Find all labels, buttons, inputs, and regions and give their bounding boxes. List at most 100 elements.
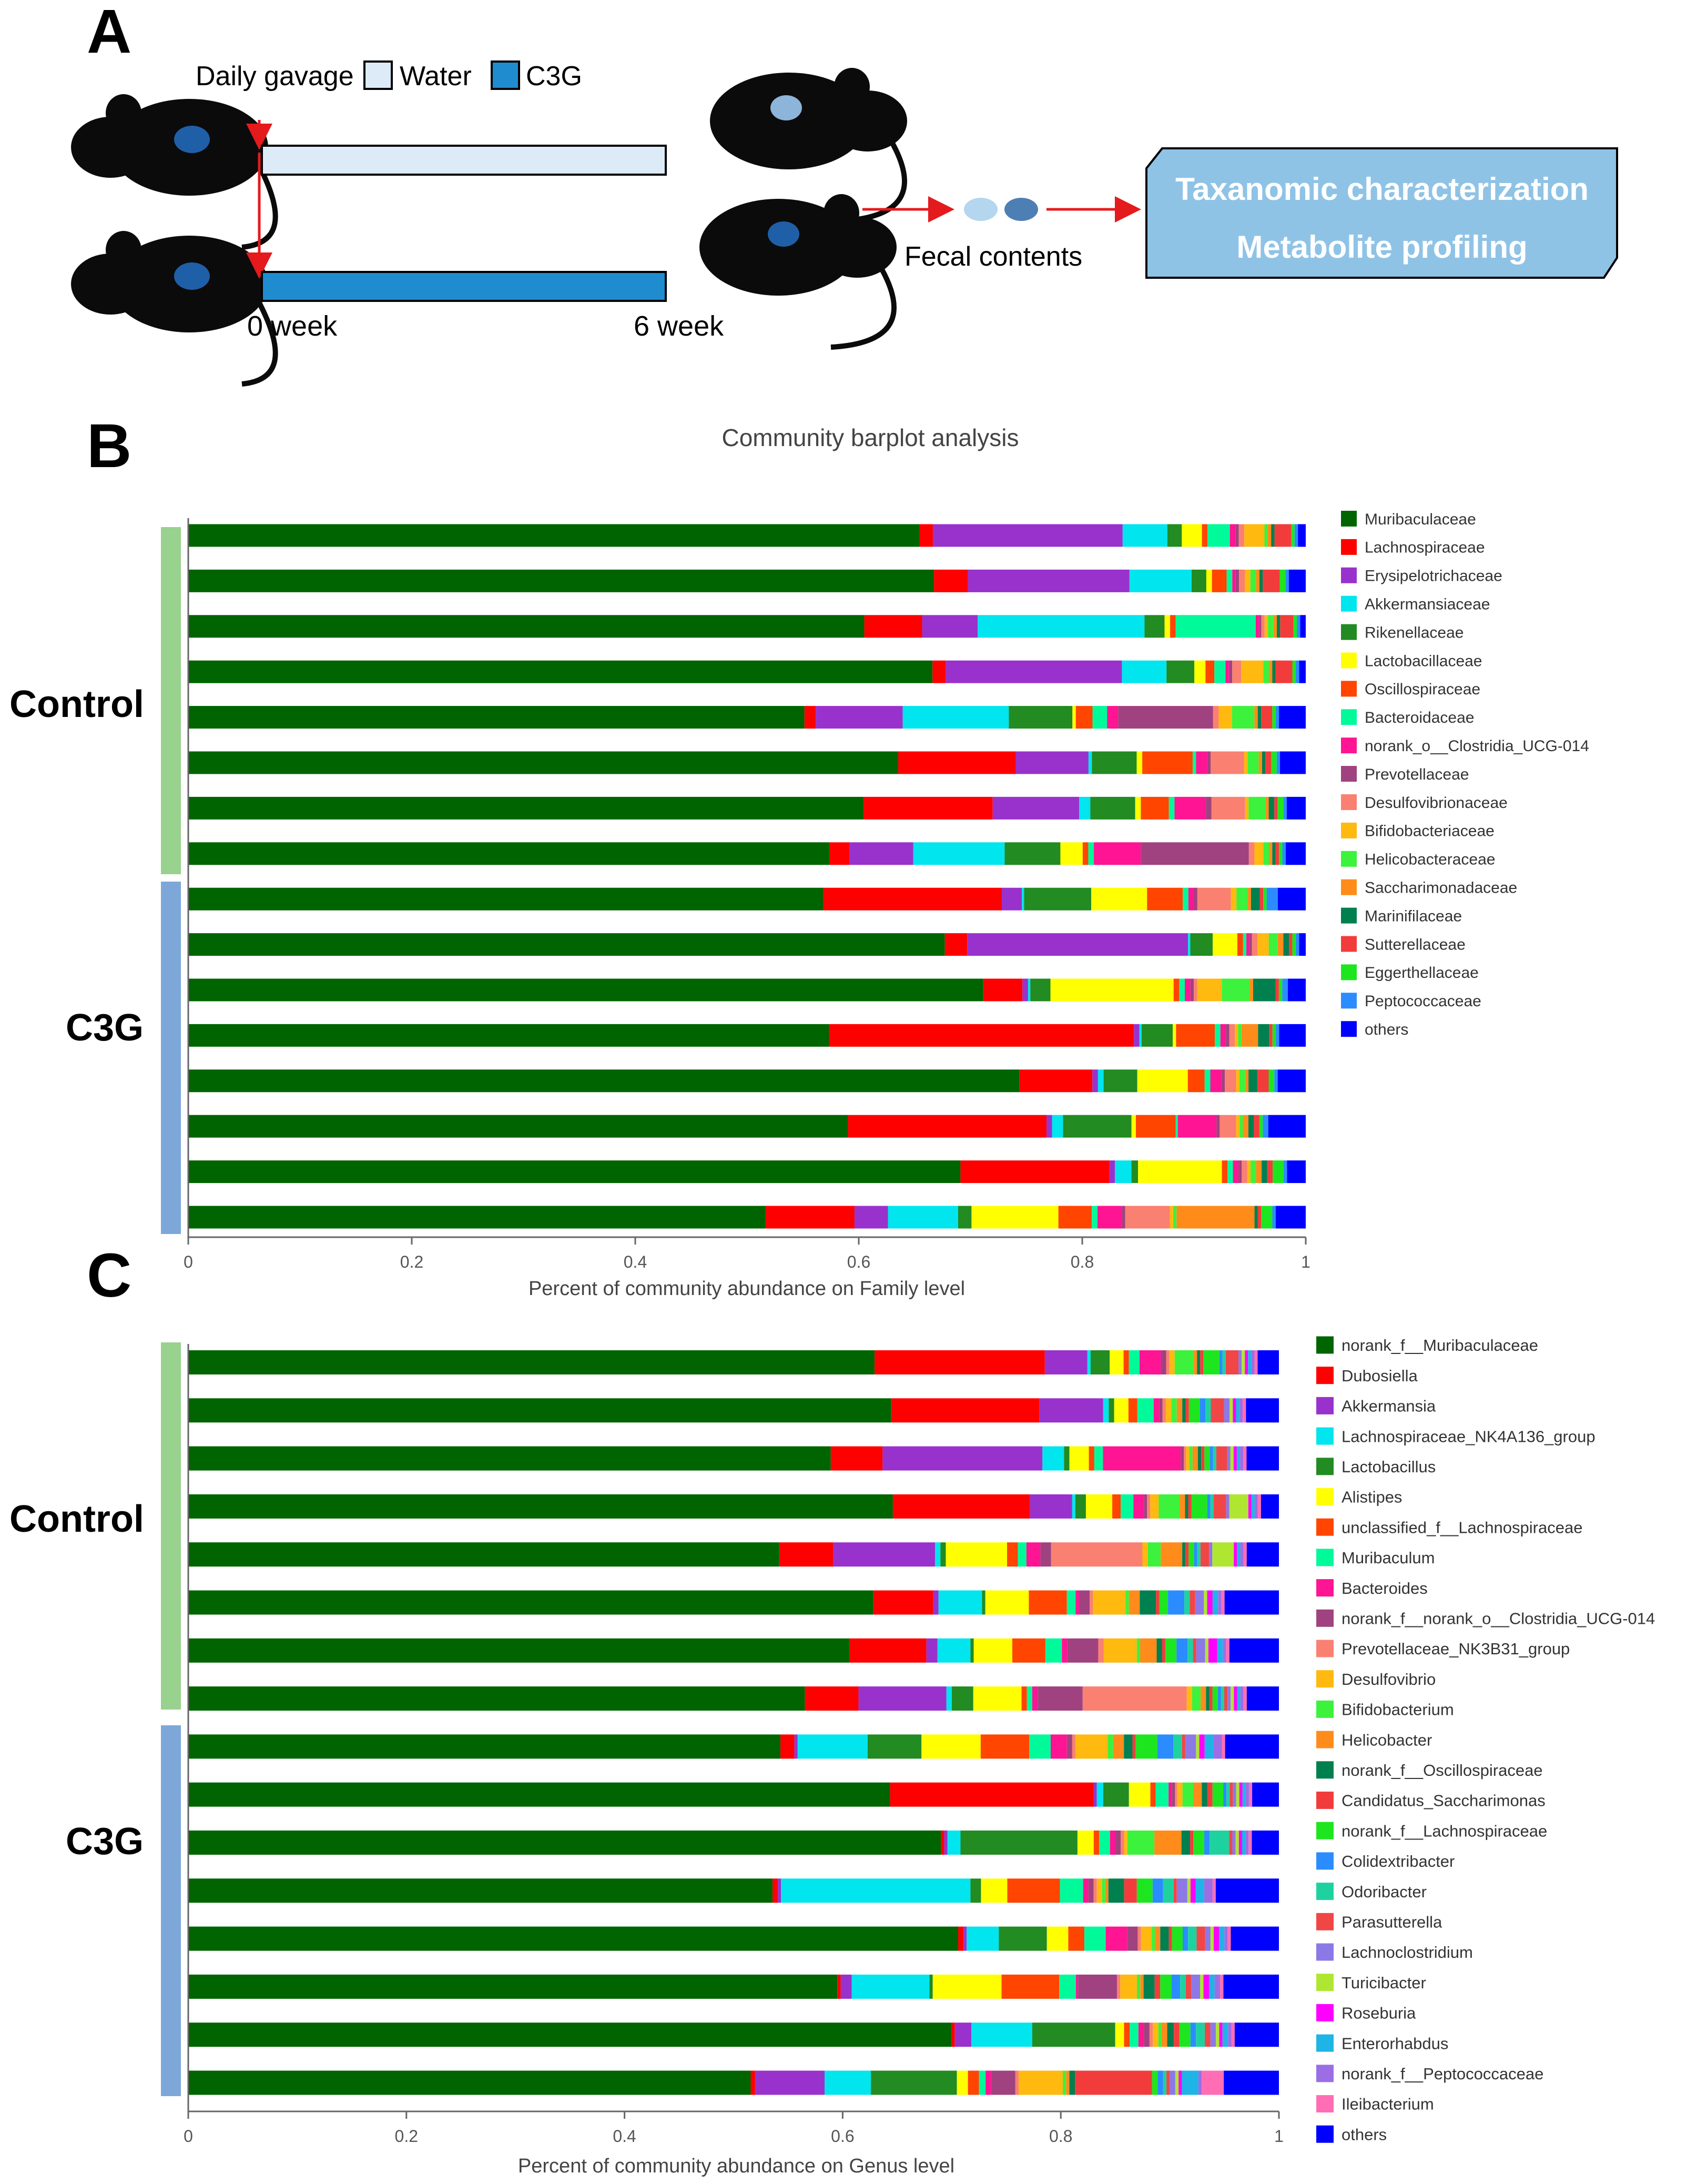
bar-segment-Enterorhabdus-sample-1 <box>1248 1350 1252 1374</box>
bar-segment-Oscillospiraceae-sample-15 <box>1222 1160 1228 1184</box>
legend-swatch <box>1316 1670 1334 1688</box>
bar-segment-Bacteroidaceae-sample-11 <box>1179 978 1185 1002</box>
legend-label: others <box>1365 1021 1408 1038</box>
bar-segment-Desulfovibrionaceae-sample-15 <box>1242 1160 1247 1184</box>
bar-segment-Bacteroides-sample-4 <box>1133 1494 1144 1519</box>
water-label: Water <box>400 61 472 92</box>
bar-segment-Bacteroidaceae-sample-2 <box>1226 569 1233 592</box>
bar-segment-unclassified_f__Lachnospiraceae-sample-16 <box>968 2070 979 2095</box>
bar-segment-Lachnoclostridium-sample-14 <box>1191 1974 1201 1999</box>
bar-segment-Parasutterella-sample-15 <box>1205 2023 1211 2047</box>
bar-segment-Helicobacteraceae-sample-4 <box>1263 660 1269 683</box>
bar-segment-Lactobacillaceae-sample-13 <box>1137 1069 1188 1093</box>
bar-segment-Saccharimonadaceae-sample-12 <box>1241 1024 1258 1047</box>
bar-segment-Muribaculum-sample-8 <box>1027 1686 1032 1711</box>
bar-segment-Alistipes-sample-2 <box>1114 1398 1129 1423</box>
bar-segment-Helicobacteraceae-sample-13 <box>1239 1069 1245 1093</box>
bar-segment-Bifidobacteriaceae-sample-12 <box>1235 1024 1238 1047</box>
bar-segment-Enterorhabdus-sample-5 <box>1237 1542 1241 1567</box>
legend-swatch <box>1316 1883 1334 1900</box>
bar-segment-norank_f__norank_o__Clostridia_UCG-014-sample-4 <box>1144 1494 1147 1519</box>
bar-segment-Candidatus_Saccharimonas-sample-12 <box>1124 1878 1137 1903</box>
bar-segment-Parasutterella-sample-12 <box>1173 1878 1177 1903</box>
bar-segment-others-sample-14 <box>1268 1115 1306 1138</box>
bar-segment-unclassified_f__Lachnospiraceae-sample-6 <box>1029 1590 1067 1615</box>
legend-label: Bacteroides <box>1342 1579 1428 1597</box>
bar-segment-others-sample-9 <box>1277 887 1306 911</box>
bar-segment-Helicobacteraceae-sample-2 <box>1250 569 1256 592</box>
bar-segment-norank_f__Muribaculaceae-sample-8 <box>188 1686 805 1711</box>
panel-b: B Community barplot analysis Control C3G… <box>9 411 1589 1300</box>
legend-label: Akkermansia <box>1342 1397 1436 1415</box>
bar-segment-Ileibacterium-sample-8 <box>1243 1686 1247 1711</box>
bar-segment-Dubosiella-sample-10 <box>890 1782 1094 1807</box>
bar-segment-norank_f__Lachnospiraceae-sample-14 <box>1160 1974 1172 1999</box>
bar-segment-Lachnoclostridium-sample-4 <box>1226 1494 1229 1519</box>
bar-segment-Prevotellaceae_NK3B31_group-sample-13 <box>1137 1926 1141 1951</box>
bar-segment-Candidatus_Saccharimonas-sample-1 <box>1200 1350 1204 1374</box>
bar-segment-Sutterellaceae-sample-15 <box>1267 1160 1273 1184</box>
bar-segment-Muribaculaceae-sample-9 <box>188 887 823 911</box>
bar-segment-norank_f__Peptococcaceae-sample-12 <box>1204 1878 1213 1903</box>
bar-segment-Sutterellaceae-sample-5 <box>1261 706 1273 729</box>
legend-swatch <box>1316 2004 1334 2021</box>
box-line-1: Taxanomic characterization <box>1175 171 1589 207</box>
bar-segment-Bacteroides-sample-6 <box>1075 1590 1079 1615</box>
bar-segment-Prevotellaceae-sample-10 <box>1249 933 1252 956</box>
bar-segment-Ileibacterium-sample-3 <box>1243 1446 1247 1471</box>
bar-segment-Erysipelotrichaceae-sample-16 <box>854 1206 888 1229</box>
bar-segment-Saccharimonadaceae-sample-6 <box>1258 751 1262 774</box>
bar-segment-Sutterellaceae-sample-6 <box>1265 751 1271 774</box>
bar-segment-Erysipelotrichaceae-sample-15 <box>1109 1160 1115 1184</box>
bar-segment-Lachnospiraceae_NK4A136_group-sample-14 <box>851 1974 930 1999</box>
bar-segment-Prevotellaceae-sample-2 <box>1235 569 1239 592</box>
bar-segment-Marinifilaceae-sample-4 <box>1272 660 1276 683</box>
bar-segment-Akkermansia-sample-10 <box>1093 1782 1097 1807</box>
bar-segment-Prevotellaceae_NK3B31_group-sample-4 <box>1147 1494 1151 1519</box>
bar-segment-others-sample-12 <box>1279 1024 1306 1047</box>
bar-segment-Helicobacteraceae-sample-12 <box>1238 1024 1242 1047</box>
bar-segment-Muribaculum-sample-6 <box>1066 1590 1076 1615</box>
bar-segment-Akkermansia-sample-15 <box>954 2023 972 2047</box>
bar-segment-Muribaculaceae-sample-7 <box>188 796 864 820</box>
bar-segment-Prevotellaceae-sample-15 <box>1238 1160 1242 1184</box>
bar-segment-Bacteroides-sample-13 <box>1105 1926 1127 1951</box>
legend-label: Desulfovibrionaceae <box>1365 794 1508 812</box>
bar-segment-norank_f__Peptococcaceae-sample-10 <box>1245 1782 1249 1807</box>
bar-segment-Lactobacillaceae-sample-8 <box>1060 842 1083 865</box>
bar-segment-Erysipelotrichaceae-sample-2 <box>968 569 1130 592</box>
legend-swatch <box>1316 1367 1334 1384</box>
legend-label: Lactobacillus <box>1342 1458 1436 1476</box>
bar-segment-norank_f__norank_o__Clostridia_UCG-014-sample-8 <box>1038 1686 1083 1711</box>
bar-segment-Desulfovibrio-sample-8 <box>1186 1686 1192 1711</box>
bar-segment-Roseburia-sample-10 <box>1239 1782 1243 1807</box>
bar-segment-Prevotellaceae-sample-14 <box>1216 1115 1220 1138</box>
bar-segment-Saccharimonadaceae-sample-10 <box>1277 933 1284 956</box>
bar-segment-Bifidobacteriaceae-sample-5 <box>1218 706 1232 729</box>
mouse-icon <box>710 68 907 224</box>
bar-segment-Sutterellaceae-sample-2 <box>1263 569 1280 592</box>
bar-segment-Rikenellaceae-sample-6 <box>1092 751 1137 774</box>
bar-segment-Helicobacteraceae-sample-15 <box>1251 1160 1256 1184</box>
bar-segment-Muribaculaceae-sample-5 <box>188 706 805 729</box>
bar-segment-Oscillospiraceae-sample-9 <box>1147 887 1183 911</box>
bar-segment-Bifidobacterium-sample-6 <box>1125 1590 1129 1615</box>
bar-segment-Peptococcaceae-sample-10 <box>1295 933 1299 956</box>
week-end-label: 6 week <box>634 310 724 342</box>
bar-segment-Muribaculum-sample-5 <box>1018 1542 1027 1567</box>
fecal-contents-label: Fecal contents <box>905 241 1082 272</box>
bar-segment-Bifidobacteriaceae-sample-8 <box>1254 842 1264 865</box>
bar-segment-norank_f__Peptococcaceae-sample-15 <box>1228 2023 1232 2047</box>
bar-segment-others-sample-1 <box>1298 524 1306 547</box>
bar-segment-Parasutterella-sample-4 <box>1213 1494 1226 1519</box>
c3g-label: C3G <box>526 61 582 92</box>
bar-segment-norank_f__Lachnospiraceae-sample-1 <box>1203 1350 1220 1374</box>
bar-segment-Helicobacter-sample-9 <box>1113 1734 1124 1759</box>
bar-segment-Alistipes-sample-7 <box>973 1638 1013 1663</box>
bar-segment-Colidextribacter-sample-9 <box>1157 1734 1174 1759</box>
bar-segment-Lactobacillus-sample-13 <box>999 1926 1047 1951</box>
legend-swatch <box>1316 2095 1334 2112</box>
bar-segment-norank_o__Clostridia_UCG-014-sample-10 <box>1246 933 1250 956</box>
bar-segment-Erysipelotrichaceae-sample-14 <box>1046 1115 1052 1138</box>
bar-segment-Desulfovibrionaceae-sample-3 <box>1261 615 1265 638</box>
